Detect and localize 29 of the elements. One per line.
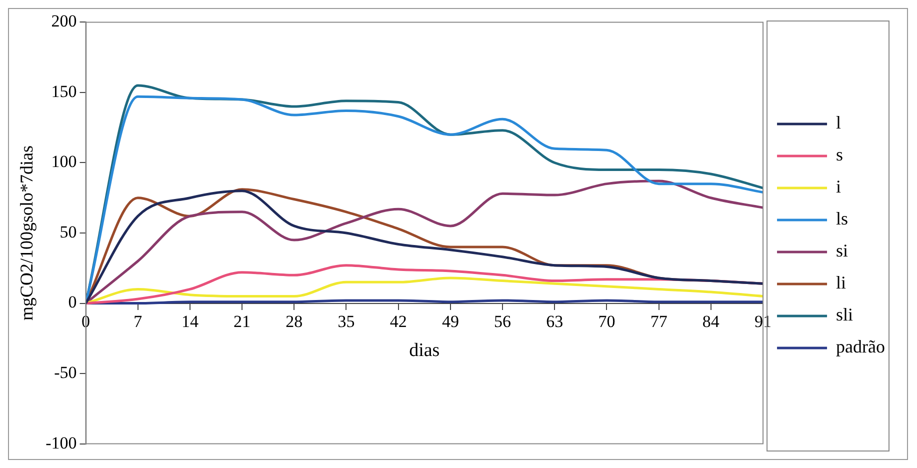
x-tick-label: 35 xyxy=(338,312,355,331)
legend-label: si xyxy=(836,240,848,261)
legend-label: l xyxy=(836,112,842,133)
y-tick-label: 50 xyxy=(60,222,77,242)
x-tick-label: 28 xyxy=(286,312,303,331)
legend-label: s xyxy=(836,144,844,165)
y-tick-label: 150 xyxy=(51,82,77,101)
legend-label: ls xyxy=(836,208,848,229)
y-axis-title: mgCO2/100gsolo*7dias xyxy=(16,145,37,321)
x-tick-label: 21 xyxy=(234,312,251,331)
x-tick-label: 84 xyxy=(702,312,720,331)
x-tick-label: 77 xyxy=(650,312,668,331)
x-tick-label: 70 xyxy=(598,312,616,331)
y-tick-label: -100 xyxy=(46,433,77,452)
x-tick-label: 56 xyxy=(494,312,512,331)
x-tick-label: 63 xyxy=(546,312,564,331)
y-tick-label: 200 xyxy=(51,12,77,31)
x-tick-label: 7 xyxy=(134,312,143,331)
x-tick-label: 14 xyxy=(181,312,199,331)
x-tick-label: 49 xyxy=(442,312,459,331)
y-tick-label: 0 xyxy=(68,292,77,312)
legend-label: i xyxy=(836,176,842,197)
y-tick-label: 100 xyxy=(51,152,77,172)
y-tick-label: -50 xyxy=(54,363,77,382)
legend-label: padrão xyxy=(836,336,886,357)
legend-label: sli xyxy=(836,304,854,325)
legend-label: li xyxy=(836,272,846,293)
x-axis-title: dias xyxy=(409,340,440,362)
x-tick-label: 42 xyxy=(390,312,407,331)
